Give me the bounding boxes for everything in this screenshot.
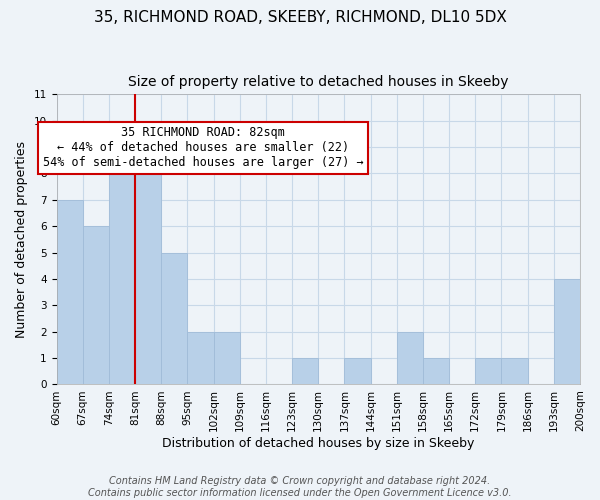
Text: 35 RICHMOND ROAD: 82sqm
← 44% of detached houses are smaller (22)
54% of semi-de: 35 RICHMOND ROAD: 82sqm ← 44% of detache… [43, 126, 364, 169]
Bar [56, 200, 83, 384]
Bar [292, 358, 318, 384]
Bar [397, 332, 423, 384]
Bar [423, 358, 449, 384]
Text: 35, RICHMOND ROAD, SKEEBY, RICHMOND, DL10 5DX: 35, RICHMOND ROAD, SKEEBY, RICHMOND, DL1… [94, 10, 506, 25]
Bar [109, 147, 135, 384]
X-axis label: Distribution of detached houses by size in Skeeby: Distribution of detached houses by size … [162, 437, 475, 450]
Bar [344, 358, 371, 384]
Bar [214, 332, 240, 384]
Title: Size of property relative to detached houses in Skeeby: Size of property relative to detached ho… [128, 75, 509, 89]
Text: Contains HM Land Registry data © Crown copyright and database right 2024.
Contai: Contains HM Land Registry data © Crown c… [88, 476, 512, 498]
Y-axis label: Number of detached properties: Number of detached properties [15, 141, 28, 338]
Bar [187, 332, 214, 384]
Bar [554, 279, 580, 384]
Bar [161, 252, 187, 384]
Bar [135, 174, 161, 384]
Bar [83, 226, 109, 384]
Bar [502, 358, 527, 384]
Bar [475, 358, 502, 384]
